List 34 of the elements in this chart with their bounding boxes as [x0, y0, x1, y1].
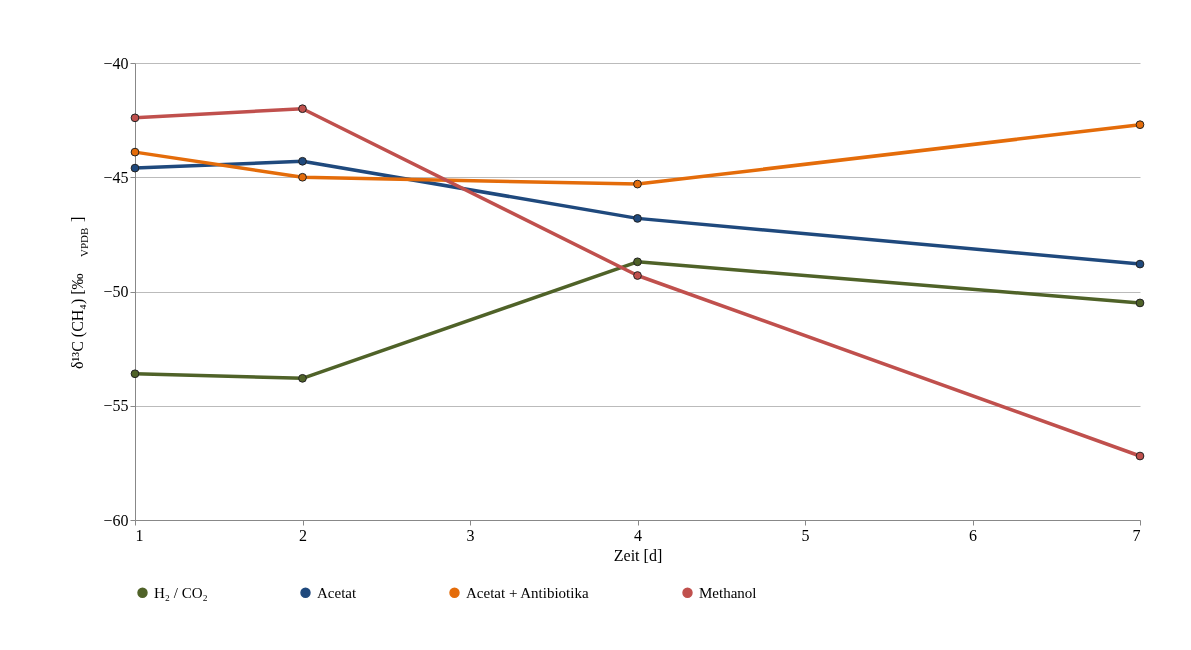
point	[633, 179, 642, 189]
y-tick-label: −40	[103, 54, 129, 72]
point	[633, 271, 642, 280]
x-tick-label: 5	[801, 526, 810, 544]
point	[1135, 120, 1145, 130]
point	[130, 113, 140, 123]
point	[633, 257, 642, 267]
x-tick-label: 1	[135, 526, 144, 544]
y-tick-label: −55	[103, 397, 129, 415]
y-tick-label: −45	[103, 168, 129, 186]
point	[130, 369, 140, 379]
y-tick-label: −50	[103, 283, 129, 300]
point	[130, 147, 140, 157]
point	[298, 373, 307, 383]
y-axis-title: δ¹³C (CH₄) [‰VPDB]	[69, 216, 90, 369]
y-tick-label: −60	[103, 511, 129, 529]
point	[1135, 451, 1145, 461]
point	[298, 156, 307, 166]
x-axis-title: Zeit [d]	[613, 546, 663, 564]
point	[1135, 259, 1145, 269]
x-tick-label: 4	[634, 526, 642, 544]
legend-label: H₂ / CO₂	[154, 584, 208, 601]
legend-label: Acetat	[317, 584, 357, 601]
point	[633, 214, 642, 223]
legend-label: Acetat + Antibiotika	[466, 584, 589, 601]
point	[298, 172, 307, 182]
point	[1135, 298, 1145, 308]
x-tick-label: 2	[299, 526, 307, 544]
point	[130, 163, 140, 173]
legend-label: Methanol	[699, 584, 757, 601]
x-tick-label: 3	[466, 526, 475, 544]
point	[298, 104, 307, 114]
x-tick-label: 6	[969, 526, 977, 544]
x-tick-label: 7	[1132, 526, 1141, 544]
